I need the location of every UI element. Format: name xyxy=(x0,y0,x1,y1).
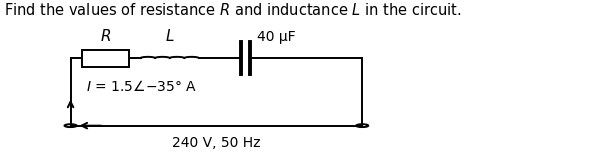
Bar xyxy=(82,50,129,67)
Text: $R$: $R$ xyxy=(100,28,111,44)
Text: 240 V, 50 Hz: 240 V, 50 Hz xyxy=(172,136,261,150)
Text: $L$: $L$ xyxy=(165,28,175,44)
Text: 40 μF: 40 μF xyxy=(257,30,296,44)
Text: $I$ = 1.5∠−35° A: $I$ = 1.5∠−35° A xyxy=(86,79,197,94)
Text: Find the values of resistance $R$ and inductance $L$ in the circuit.: Find the values of resistance $R$ and in… xyxy=(4,2,462,18)
